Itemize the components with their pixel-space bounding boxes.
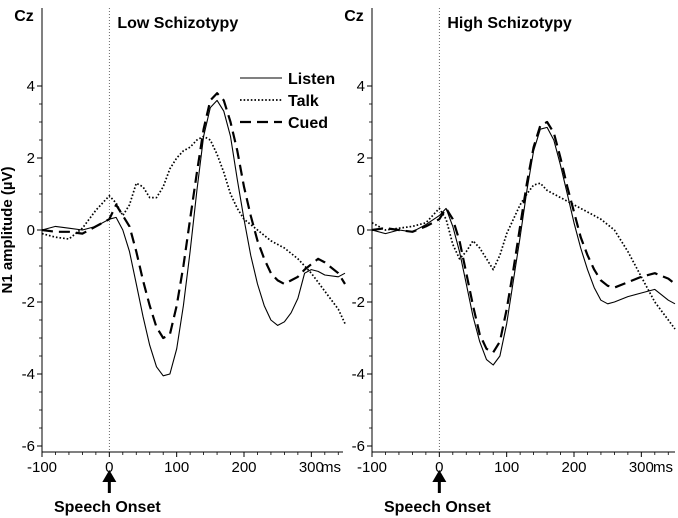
panel-title: High Schizotypy: [447, 15, 572, 32]
y-tick-label: -6: [22, 438, 35, 455]
x-axis-label: ms: [321, 459, 341, 476]
speech-onset-label: Speech Onset: [384, 499, 491, 516]
x-tick-label: -100: [357, 459, 387, 476]
panel-high-schizotypy: -6 -4 -2 0 2 4 -100 0 100 200 300 ms Cz High Schizoty…: [344, 8, 676, 516]
y-tick-label: 4: [27, 78, 35, 95]
series-line-talk: [41, 135, 346, 324]
x-tick-label: -100: [27, 459, 57, 476]
series-line-cued: [41, 92, 346, 340]
electrode-label: Cz: [344, 8, 364, 25]
onset-arrow-head: [102, 470, 117, 482]
y-tick-label: 2: [357, 150, 365, 167]
legend: Listen Talk Cued: [240, 71, 335, 132]
series-line-talk: [371, 182, 676, 330]
x-tick-label: 200: [231, 459, 256, 476]
y-tick-label: -4: [22, 366, 35, 383]
onset-arrow-head: [432, 470, 447, 482]
y-tick-label: 4: [357, 78, 365, 95]
y-tick-label: 0: [357, 222, 365, 239]
legend-label-talk: Talk: [288, 93, 319, 110]
x-axis-label: ms: [653, 459, 673, 476]
y-tick-label: -2: [352, 294, 365, 311]
legend-label-cued: Cued: [288, 115, 328, 132]
y-tick-label: -4: [352, 366, 365, 383]
x-tick-label: 100: [494, 459, 519, 476]
y-tick-label: -6: [352, 438, 365, 455]
y-tick-label: 2: [27, 150, 35, 167]
speech-onset-label: Speech Onset: [54, 499, 161, 516]
y-axis-label: N1 amplitude (µV): [0, 167, 16, 294]
x-tick-label: 0: [435, 459, 443, 476]
legend-label-listen: Listen: [288, 71, 335, 88]
x-tick-label: 300: [629, 459, 654, 476]
panel-title: Low Schizotypy: [117, 15, 238, 32]
y-tick-label: 0: [27, 222, 35, 239]
x-tick-label: 0: [105, 459, 113, 476]
series-line-listen: [41, 99, 346, 377]
series-line-cued: [371, 120, 676, 354]
electrode-label: Cz: [14, 8, 34, 25]
y-tick-label: -2: [22, 294, 35, 311]
x-tick-label: 300: [299, 459, 324, 476]
x-tick-label: 100: [164, 459, 189, 476]
series-line-listen: [371, 126, 676, 366]
x-tick-label: 200: [561, 459, 586, 476]
